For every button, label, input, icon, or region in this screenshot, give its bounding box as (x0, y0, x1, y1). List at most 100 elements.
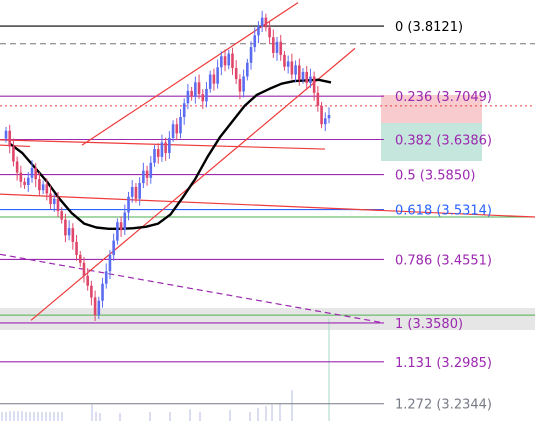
candle-body (160, 142, 164, 157)
candle-body (15, 161, 19, 173)
candle-body (41, 184, 45, 191)
candle-body (93, 297, 97, 316)
moving-average (9, 78, 332, 231)
candle-body (56, 198, 60, 212)
candle-body (297, 65, 301, 80)
candle-body (71, 228, 75, 242)
candle-body (238, 79, 242, 92)
candle-body (264, 17, 268, 28)
candle-body (119, 222, 123, 231)
candle-body (283, 54, 286, 67)
candle-body (275, 41, 279, 53)
horizontal-lines (0, 43, 535, 316)
candle-body (175, 124, 179, 134)
candle-body (86, 275, 89, 286)
left-red-line (0, 144, 31, 148)
candle-body (60, 211, 63, 220)
candle-body (90, 285, 93, 298)
candle-body (197, 82, 201, 95)
candle-body (231, 53, 234, 68)
candle-body (286, 61, 290, 67)
candle-body (316, 92, 320, 106)
candle-body (134, 186, 138, 199)
candle-body (164, 142, 167, 153)
candle-body (67, 228, 71, 236)
candle-body (101, 283, 104, 301)
candle-body (156, 149, 160, 157)
candle-body (142, 170, 145, 184)
candle-body (260, 17, 264, 27)
candle-body (153, 149, 156, 163)
fib-level-label: 0.382 (3.6386) (395, 134, 492, 149)
candle-body (82, 262, 86, 276)
candle-body (97, 300, 101, 316)
candle-body (227, 53, 231, 66)
fib-level-label: 0.618 (3.5314) (395, 204, 492, 219)
candle-body (327, 115, 331, 119)
volume-bars (1, 318, 330, 421)
candle-body (49, 193, 52, 204)
candle-body (34, 168, 38, 180)
short-position-stop-zone[interactable] (381, 95, 482, 123)
fib-level-label: 0 (3.8121) (395, 20, 463, 35)
candle-body (116, 222, 119, 241)
fib-level-label: 1.131 (3.2985) (395, 356, 492, 371)
candle-body (78, 254, 82, 263)
candle-body (108, 254, 112, 272)
candle-body (279, 41, 283, 55)
candle-body (320, 105, 323, 125)
fib-level-label: 0.5 (3.5850) (395, 169, 475, 184)
fib-labels: 0 (3.8121) 0.236 (3.7049) 0.382 (3.6386) 0.… (395, 20, 492, 413)
candle-body (216, 67, 219, 84)
candle-body (194, 82, 197, 97)
candle-body (201, 94, 205, 102)
candle-body (38, 179, 41, 191)
candle-body (242, 76, 245, 92)
candle-body (309, 76, 312, 84)
candle-body (145, 170, 149, 178)
candle-body (45, 184, 49, 194)
short-position-target-zone[interactable] (381, 123, 482, 161)
candle-body (52, 198, 56, 204)
candle-body (168, 137, 171, 153)
candle-body (305, 71, 309, 84)
fib-level-label: 0.236 (3.7049) (395, 90, 492, 105)
candle-body (223, 56, 227, 66)
candle-body (294, 65, 297, 75)
candle-body (149, 162, 153, 178)
candle-body (290, 61, 294, 75)
candle-body (246, 62, 249, 77)
candle-body (301, 71, 305, 80)
candle-body (26, 177, 30, 186)
candle-body (186, 90, 190, 104)
candle-body (208, 74, 212, 89)
candle-body (8, 130, 12, 147)
candle-body (205, 88, 208, 102)
candle-body (257, 26, 260, 36)
candle-body (112, 240, 115, 255)
fib-zone-1-band (0, 308, 535, 330)
candle-body (12, 146, 15, 162)
candle-body (19, 172, 23, 182)
candle-body (253, 35, 257, 48)
candle-body (323, 118, 327, 125)
fib-level-label: 1 (3.3580) (395, 317, 463, 332)
candlesticks (4, 10, 331, 321)
fib-level-label: 0.786 (3.4551) (395, 253, 492, 268)
candle-body (4, 130, 8, 139)
candle-body (182, 103, 186, 118)
dashed-purple-trendline (0, 253, 385, 324)
descending-trendline (0, 193, 535, 218)
candle-body (212, 74, 216, 84)
candle-body (127, 196, 130, 213)
candle-body (179, 117, 182, 134)
candle-body (64, 219, 67, 236)
candle-body (104, 271, 108, 284)
candle-body (130, 186, 134, 197)
candle-body (123, 212, 127, 231)
candle-body (312, 76, 316, 93)
candle-body (268, 27, 271, 38)
candle-body (249, 47, 253, 63)
